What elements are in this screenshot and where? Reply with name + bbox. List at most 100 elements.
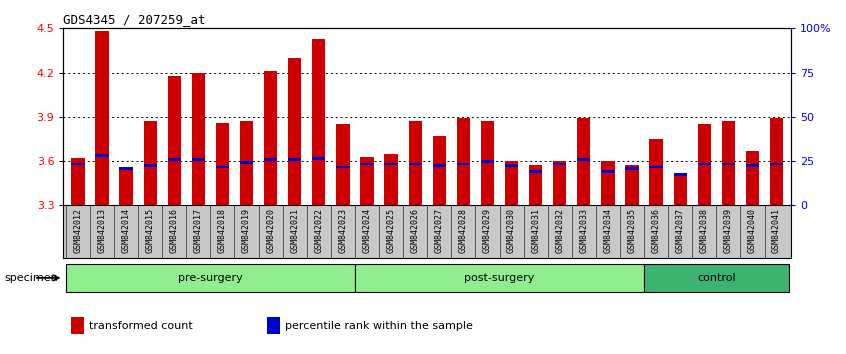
FancyBboxPatch shape: [66, 263, 355, 292]
Bar: [360, 163, 374, 165]
Text: GSM842039: GSM842039: [724, 208, 733, 253]
Bar: [553, 163, 566, 165]
Text: GSM842027: GSM842027: [435, 208, 444, 253]
Bar: [698, 163, 711, 165]
Bar: [505, 164, 518, 167]
Bar: [360, 156, 374, 205]
Bar: [336, 124, 349, 205]
Bar: [457, 118, 470, 205]
Bar: [384, 163, 398, 165]
Text: control: control: [697, 273, 736, 283]
Bar: [746, 151, 759, 205]
Bar: [481, 121, 494, 205]
Bar: [529, 170, 542, 173]
Text: pre-surgery: pre-surgery: [178, 273, 243, 283]
Bar: [267, 317, 280, 334]
Bar: [96, 154, 108, 157]
Bar: [144, 164, 157, 167]
Bar: [529, 166, 542, 205]
Bar: [722, 121, 735, 205]
Text: transformed count: transformed count: [89, 321, 193, 331]
Text: GSM842034: GSM842034: [603, 208, 613, 253]
Text: GSM842031: GSM842031: [531, 208, 540, 253]
FancyBboxPatch shape: [355, 263, 644, 292]
Bar: [168, 159, 181, 161]
Text: GSM842025: GSM842025: [387, 208, 396, 253]
Bar: [384, 154, 398, 205]
Bar: [722, 163, 735, 165]
Text: GSM842022: GSM842022: [315, 208, 323, 253]
Bar: [144, 121, 157, 205]
Bar: [288, 58, 301, 205]
Text: GSM842012: GSM842012: [74, 208, 82, 253]
Bar: [602, 161, 614, 205]
Text: GSM842041: GSM842041: [772, 208, 781, 253]
Bar: [673, 173, 687, 205]
Text: GSM842036: GSM842036: [651, 208, 661, 253]
Bar: [409, 121, 422, 205]
Bar: [192, 73, 205, 205]
Text: GSM842029: GSM842029: [483, 208, 492, 253]
Text: percentile rank within the sample: percentile rank within the sample: [285, 321, 473, 331]
Text: GSM842028: GSM842028: [459, 208, 468, 253]
Text: GSM842015: GSM842015: [146, 208, 155, 253]
Bar: [770, 163, 783, 165]
Bar: [312, 157, 326, 160]
Text: GSM842013: GSM842013: [97, 208, 107, 253]
Text: specimen: specimen: [4, 273, 58, 283]
Bar: [432, 164, 446, 167]
Bar: [119, 167, 133, 170]
Bar: [119, 169, 133, 205]
Bar: [770, 118, 783, 205]
Bar: [553, 161, 566, 205]
Bar: [625, 166, 639, 205]
Bar: [192, 159, 205, 161]
Bar: [71, 317, 84, 334]
Bar: [577, 118, 591, 205]
Bar: [336, 166, 349, 169]
Bar: [650, 166, 662, 169]
Text: GSM842017: GSM842017: [194, 208, 203, 253]
Bar: [625, 167, 639, 170]
FancyBboxPatch shape: [644, 263, 788, 292]
Bar: [432, 136, 446, 205]
Bar: [457, 163, 470, 165]
Bar: [602, 170, 614, 173]
Bar: [240, 121, 253, 205]
Bar: [168, 75, 181, 205]
Bar: [698, 124, 711, 205]
Text: GSM842026: GSM842026: [410, 208, 420, 253]
Text: GSM842032: GSM842032: [555, 208, 564, 253]
Bar: [71, 158, 85, 205]
Text: GSM842018: GSM842018: [218, 208, 227, 253]
Bar: [288, 159, 301, 161]
Bar: [650, 139, 662, 205]
Text: GSM842035: GSM842035: [628, 208, 636, 253]
Bar: [264, 71, 277, 205]
Text: GSM842040: GSM842040: [748, 208, 757, 253]
Bar: [240, 161, 253, 164]
Bar: [409, 163, 422, 165]
Text: GSM842037: GSM842037: [676, 208, 684, 253]
Text: GSM842020: GSM842020: [266, 208, 275, 253]
Bar: [481, 160, 494, 162]
Text: GSM842016: GSM842016: [170, 208, 179, 253]
Text: post-surgery: post-surgery: [464, 273, 535, 283]
Bar: [577, 159, 591, 161]
Text: GSM842038: GSM842038: [700, 208, 709, 253]
Bar: [264, 159, 277, 161]
Text: GSM842019: GSM842019: [242, 208, 251, 253]
Bar: [96, 31, 108, 205]
Bar: [216, 123, 229, 205]
Text: GSM842021: GSM842021: [290, 208, 299, 253]
Text: GSM842024: GSM842024: [362, 208, 371, 253]
Bar: [71, 163, 85, 165]
Bar: [216, 166, 229, 169]
Bar: [673, 173, 687, 176]
Bar: [746, 164, 759, 167]
Text: GSM842023: GSM842023: [338, 208, 348, 253]
Text: GSM842033: GSM842033: [580, 208, 588, 253]
Bar: [505, 161, 518, 205]
Text: GDS4345 / 207259_at: GDS4345 / 207259_at: [63, 13, 206, 26]
Text: GSM842030: GSM842030: [507, 208, 516, 253]
